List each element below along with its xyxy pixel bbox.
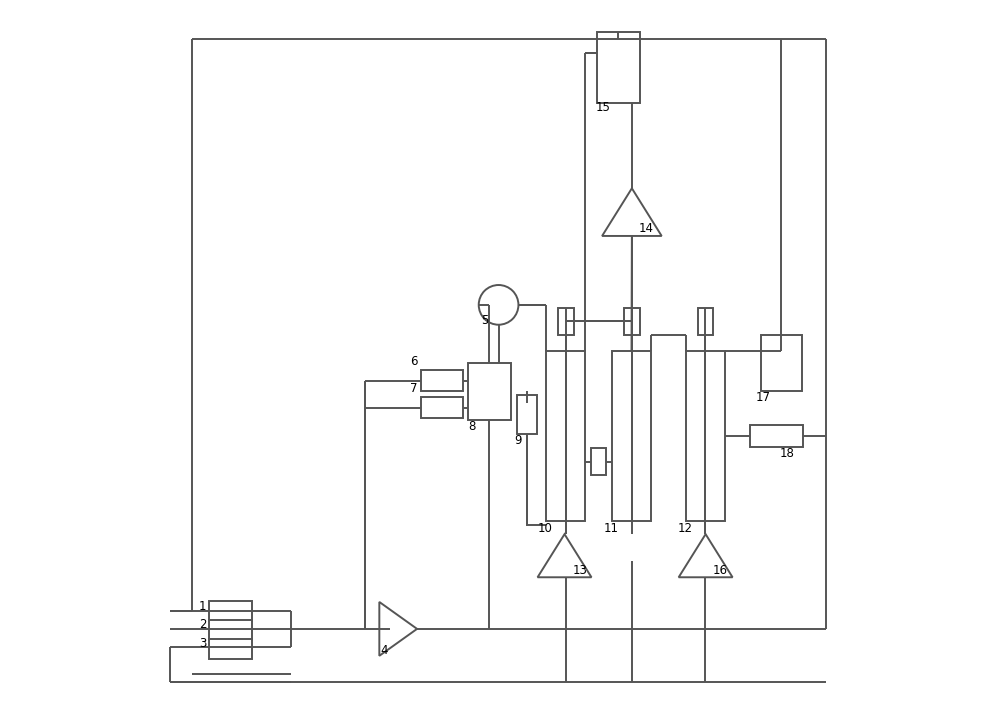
Text: 7: 7: [410, 382, 417, 395]
Bar: [517, 395, 537, 434]
Bar: [421, 370, 463, 391]
Text: 10: 10: [538, 522, 552, 535]
Bar: [686, 351, 725, 521]
Text: 1: 1: [199, 600, 206, 613]
Text: 14: 14: [638, 222, 653, 235]
Bar: [546, 351, 585, 521]
Bar: [750, 425, 803, 447]
Bar: [468, 363, 511, 420]
Text: 5: 5: [482, 314, 489, 327]
Polygon shape: [679, 534, 733, 577]
Bar: [209, 639, 252, 659]
Polygon shape: [538, 534, 591, 577]
Text: 8: 8: [468, 420, 475, 433]
Bar: [421, 397, 463, 418]
Polygon shape: [379, 602, 417, 656]
Text: 9: 9: [514, 435, 522, 447]
Bar: [591, 448, 606, 475]
Text: 13: 13: [572, 564, 587, 577]
Text: 17: 17: [755, 391, 770, 403]
Circle shape: [479, 285, 518, 325]
Bar: [597, 32, 640, 103]
Bar: [209, 601, 252, 621]
Text: 16: 16: [713, 564, 728, 577]
Text: 12: 12: [677, 522, 692, 535]
Text: 11: 11: [604, 522, 619, 535]
Bar: [209, 620, 252, 640]
Bar: [612, 351, 651, 521]
Text: 3: 3: [199, 637, 206, 649]
Bar: [761, 335, 802, 391]
Text: 6: 6: [410, 355, 417, 368]
Bar: [624, 308, 640, 335]
Bar: [558, 308, 574, 335]
Polygon shape: [602, 189, 662, 236]
Text: 15: 15: [596, 101, 611, 114]
Bar: [698, 308, 713, 335]
Text: 18: 18: [780, 447, 795, 460]
Text: 4: 4: [380, 644, 388, 657]
Text: 2: 2: [199, 618, 206, 631]
